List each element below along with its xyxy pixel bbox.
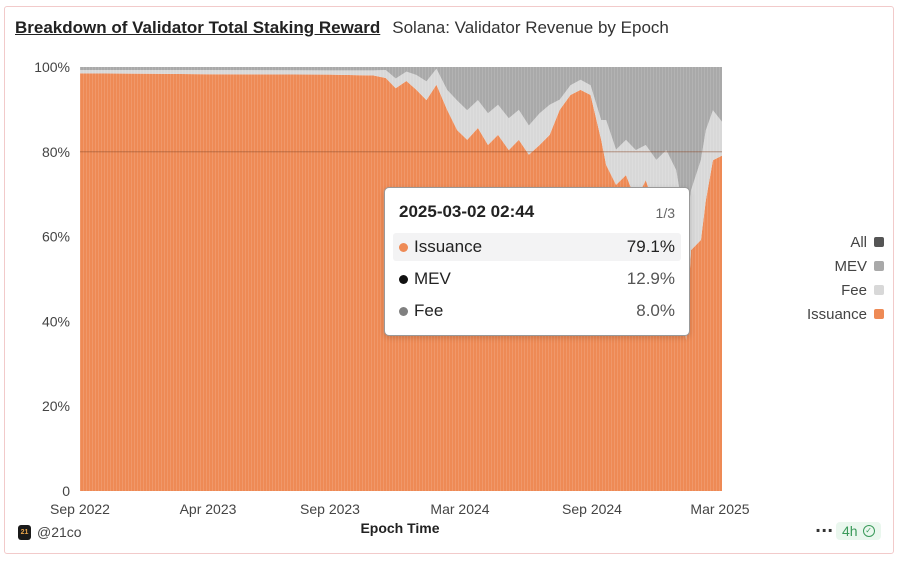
chart-card: [4, 6, 894, 554]
more-options-button[interactable]: ···: [815, 521, 834, 540]
tooltip-row-fee: Fee 8.0%: [393, 297, 681, 325]
y-tick-label: 40%: [42, 313, 70, 329]
age-text: 4h: [842, 523, 858, 539]
check-circle-icon: ✓: [862, 525, 875, 537]
x-tick-label: Mar 2025: [690, 501, 749, 517]
tooltip-label: MEV: [414, 269, 451, 288]
tooltip-row-mev: MEV 12.9%: [393, 265, 681, 293]
legend-swatch: [874, 261, 884, 271]
refresh-age-badge[interactable]: 4h ✓: [836, 522, 881, 540]
tooltip-row-issuance: Issuance 79.1%: [393, 233, 681, 261]
tooltip-value: 79.1%: [626, 237, 675, 256]
y-tick-label: 20%: [42, 398, 70, 414]
legend-label: MEV: [834, 257, 867, 275]
x-tick-label: Mar 2024: [430, 501, 489, 517]
x-tick-label: Sep 2022: [50, 501, 110, 517]
legend-swatch: [874, 237, 884, 247]
tooltip-value: 12.9%: [626, 269, 675, 288]
tooltip-page: 1/3: [655, 205, 675, 221]
author[interactable]: 21 @21co: [18, 524, 82, 540]
legend-label: Issuance: [806, 305, 867, 323]
chart-subtitle: Solana: Validator Revenue by Epoch: [392, 18, 669, 37]
legend-swatch: [874, 309, 884, 319]
tooltip-label: Fee: [414, 301, 444, 320]
x-tick-label: Sep 2024: [562, 501, 622, 517]
legend-label: All: [850, 233, 867, 251]
legend-swatch: [874, 285, 884, 295]
legend-item-issuance[interactable]: Issuance: [807, 302, 884, 326]
legend-item-all[interactable]: All: [807, 230, 884, 254]
legend-label: Fee: [841, 281, 867, 299]
tooltip-value: 8.0%: [636, 301, 675, 320]
mev-dot-icon: [399, 274, 408, 284]
y-tick-label: 100%: [34, 59, 70, 75]
21co-logo-icon: 21: [18, 524, 31, 540]
author-handle: @21co: [37, 524, 82, 540]
chart-tooltip: 2025-03-02 02:44 1/3 Issuance 79.1% MEV 12…: [384, 187, 690, 336]
legend: All MEV Fee Issuance: [807, 230, 884, 326]
x-tick-label: Sep 2023: [300, 501, 360, 517]
y-tick-label: 60%: [42, 229, 70, 245]
legend-item-mev[interactable]: MEV: [807, 254, 884, 278]
tooltip-timestamp: 2025-03-02 02:44: [399, 202, 535, 221]
y-tick-label: 0: [62, 483, 70, 499]
chart-header: Breakdown of Validator Total Staking Rew…: [15, 18, 669, 38]
issuance-dot-icon: [399, 242, 408, 252]
y-tick-label: 80%: [42, 144, 70, 160]
x-axis-title: Epoch Time: [360, 520, 440, 536]
legend-item-fee[interactable]: Fee: [807, 278, 884, 302]
x-tick-label: Apr 2023: [180, 501, 237, 517]
chart-title-link[interactable]: Breakdown of Validator Total Staking Rew…: [15, 18, 381, 37]
tooltip-label: Issuance: [414, 237, 483, 256]
fee-dot-icon: [399, 306, 408, 316]
